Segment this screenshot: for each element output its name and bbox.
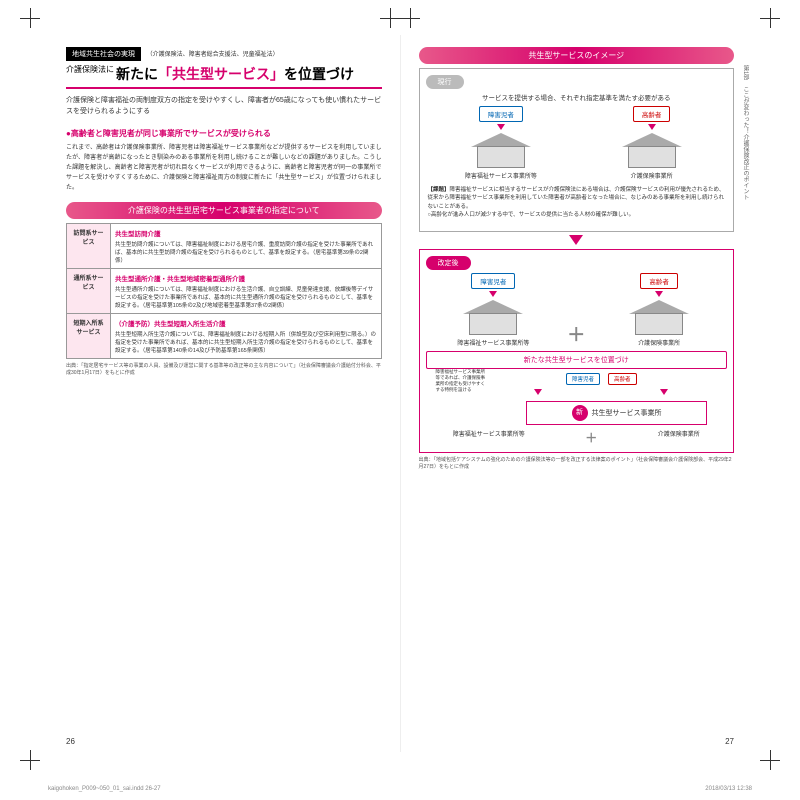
issue-tag: 【課題】 [428,187,450,193]
arrow-down-icon [655,291,663,297]
category-tag: 地域共生社会の実現 [66,47,141,61]
intro-text: 介護保険と障害福祉の両制度双方の指定を受けやすくし、障害者が65歳になっても使い… [66,95,382,117]
service-table: 訪問系サービス共生型訪問介護共生型訪問介護については、障害福祉制度における居宅介… [66,223,382,359]
row-title: 共生型訪問介護 [115,228,377,238]
content-cell: 共生型通所介護・共生型地域密着型通所介護共生型通所介護については、障害福祉制度に… [111,268,382,313]
headline-part1: 新たに [116,66,158,82]
table-row: 通所系サービス共生型通所介護・共生型地域密着型通所介護共生型通所介護については、… [67,268,382,313]
house1-label: 障害福祉サービス事業所等 [426,338,562,347]
bottom-left-label: 障害福祉サービス事業所等 [453,429,525,446]
headline-part3: を位置づけ [284,66,354,82]
crop-mark [760,8,780,28]
right-page: 第1部 ここが変わった！介護保険改正のポイント 共生型サービスのイメージ 現行 … [401,35,753,752]
house2-label: 介護保険事業所 [576,171,727,180]
row-body: 共生型通所介護については、障害福祉制度における生活介護、自立訓練、児童発達支援、… [115,287,373,309]
child-label: 障害児者 [479,106,523,122]
category-cell: 通所系サービス [67,268,111,313]
table-row: 短期入所系サービス（介護予防）共生型短期入所生活介護共生型短期入所生活介護につい… [67,313,382,358]
phase-label-after: 改定後 [426,256,471,270]
elder-label-small: 高齢者 [608,373,637,385]
entity-child-after: 障害児者 障害福祉サービス事業所等 [426,273,562,347]
print-metadata: kaigohoken_P009~050_01_sai.indd 26-27 20… [48,786,752,792]
elder-label: 高齢者 [640,273,678,289]
diagram-current: 現行 サービスを提供する場合、それぞれ指定基準を満たす必要がある 障害児者 障害… [419,68,735,232]
elder-label: 高齢者 [633,106,671,122]
plus-icon: ＋ [567,321,585,347]
headline-bracket: 「共生型サービス」 [158,66,284,82]
table-banner: 介護保険の共生型居宅サービス事業者の指定について [66,202,382,219]
category-cell: 訪問系サービス [67,223,111,268]
new-facility-label: 共生型サービス事業所 [592,408,662,418]
entity-child: 障害児者 障害福祉サービス事業所等 [426,106,577,180]
house-icon [463,300,523,336]
arrow-down-icon [648,124,656,130]
crop-mark [20,750,40,770]
left-page: 地域共生社会の実現 （介護保険法、障害者総合支援法、児童福祉法） 介護保険法に新… [48,35,401,752]
house1-label: 障害福祉サービス事業所等 [426,171,577,180]
content-cell: （介護予防）共生型短期入所生活介護共生型短期入所生活介護については、障害福祉制度… [111,313,382,358]
transition-arrow [419,235,735,245]
headline-prefix: 介護保険法に [66,65,114,75]
page-spread: 地域共生社会の実現 （介護保険法、障害者総合支援法、児童福祉法） 介護保険法に新… [48,35,752,752]
phase-caption: サービスを提供する場合、それぞれ指定基準を満たす必要がある [426,92,728,102]
bottom-row: 障害福祉サービス事業所等 ＋ 介護保険事業所 [426,429,728,446]
new-facility-box: 新 共生型サービス事業所 [526,401,707,425]
house-icon [629,300,689,336]
house2-label: 介護保険事業所 [591,338,727,347]
house-icon [622,133,682,169]
plus-icon: ＋ [585,429,597,446]
headline: 介護保険法に新たに「共生型サービス」を位置づけ [66,65,382,89]
print-filename: kaigohoken_P009~050_01_sai.indd 26-27 [48,786,161,792]
diagram-after: 改定後 障害児者 障害福祉サービス事業所等 ＋ 高齢者 介護保険事業所 新たな共… [419,249,735,453]
arrow-down-icon [660,389,668,395]
side-chapter-text: 第1部 ここが変わった！介護保険改正のポイント [741,65,750,325]
bottom-right-label: 介護保険事業所 [658,429,700,446]
house-icon [471,133,531,169]
diagram-banner: 共生型サービスのイメージ [419,47,735,64]
child-label: 障害児者 [471,273,515,289]
page-number: 26 [66,737,75,746]
crop-mark [400,8,420,28]
diagram-footnote: 出典：「地域包括ケアシステムの強化のための介護保険法等の一部を改正する法律案のポ… [419,457,735,471]
entity-elder: 高齢者 介護保険事業所 [576,106,727,180]
crop-mark [380,8,400,28]
new-badge: 新 [572,405,588,421]
arrow-down-icon [489,291,497,297]
row-body: 共生型短期入所生活介護については、障害福祉制度における短期入所（併設型及び空床利… [115,332,376,354]
arrow-down-icon [534,389,542,395]
new-service-bar: 新たな共生型サービスを位置づけ [426,351,728,369]
table-footnote: 出典：「指定居宅サービス等の事業の人員、設備及び運営に関する基準等の改正等の主な… [66,363,382,377]
section-heading: ●高齢者と障害児者が同じ事業所でサービスが受けられる [66,128,382,139]
crop-mark [760,750,780,770]
phase-label-current: 現行 [426,75,464,89]
section-body: これまで、高齢者は介護保険事業所、障害児者は障害福祉サービス事業所などが提供する… [66,143,382,194]
row-title: 共生型通所介護・共生型地域密着型通所介護 [115,273,377,283]
content-cell: 共生型訪問介護共生型訪問介護については、障害福祉制度における居宅介護、重度訪問介… [111,223,382,268]
crop-mark [20,8,40,28]
row-body: 共生型訪問介護については、障害福祉制度における居宅介護、重度訪問介護の指定を受け… [115,242,373,264]
category-cell: 短期入所系サービス [67,313,111,358]
entity-elder-after: 高齢者 介護保険事業所 [591,273,727,347]
row-title: （介護予防）共生型短期入所生活介護 [115,318,377,328]
print-date: 2018/03/13 12:38 [705,786,752,792]
issue-body: 障害福祉サービスに相当するサービスが介護保険法にある場合は、介護保険サービスの利… [428,187,725,218]
arrow-down-icon [497,124,505,130]
page-number: 27 [725,737,734,746]
table-row: 訪問系サービス共生型訪問介護共生型訪問介護については、障害福祉制度における居宅介… [67,223,382,268]
child-label-small: 障害児者 [566,373,600,385]
law-subtitle: （介護保険法、障害者総合支援法、児童福祉法） [147,52,279,58]
small-note: 障害福祉サービス事業所等であれば、介護保険事業所の指定も受けやすくする特例を設け… [436,369,486,392]
issue-box: 【課題】障害福祉サービスに相当するサービスが介護保険法にある場合は、介護保険サー… [426,184,728,221]
